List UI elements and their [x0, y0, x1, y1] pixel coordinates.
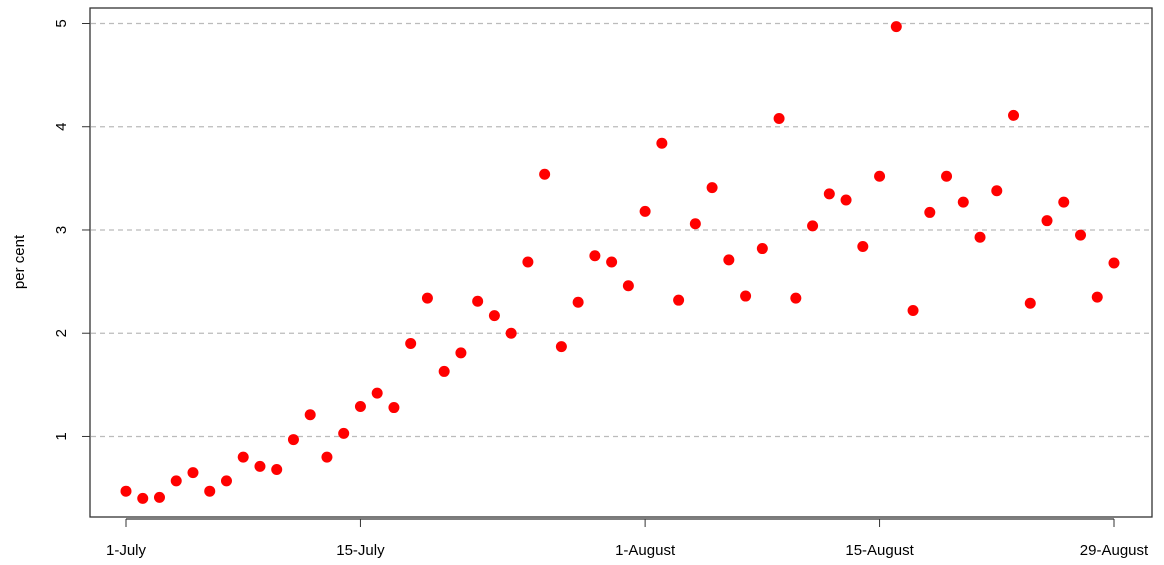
point — [1091, 291, 1103, 303]
point — [957, 196, 969, 208]
point — [840, 194, 852, 206]
point — [1041, 215, 1053, 227]
point — [539, 168, 551, 180]
x-tick-label: 29-August — [1080, 542, 1149, 559]
point — [204, 485, 216, 497]
point — [287, 434, 299, 446]
point — [472, 295, 484, 307]
point — [304, 409, 316, 421]
point — [890, 21, 902, 33]
point — [790, 292, 802, 304]
point — [622, 280, 634, 292]
y-tick-label: 2 — [53, 329, 70, 337]
x-tick-label: 1-August — [615, 542, 676, 559]
point — [338, 427, 350, 439]
point — [823, 188, 835, 200]
point — [723, 254, 735, 266]
point — [488, 310, 500, 322]
point — [807, 220, 819, 232]
point — [254, 460, 266, 472]
point — [740, 290, 752, 302]
point — [438, 365, 450, 377]
point — [220, 475, 232, 487]
point — [639, 205, 651, 217]
point — [505, 327, 517, 339]
point — [572, 296, 584, 308]
x-tick-label: 1-July — [106, 542, 147, 559]
point — [137, 492, 149, 504]
point — [455, 347, 467, 359]
point — [1058, 196, 1070, 208]
point — [706, 182, 718, 194]
point — [522, 256, 534, 268]
point — [656, 137, 668, 149]
point — [1024, 297, 1036, 309]
point — [907, 305, 919, 317]
point — [237, 451, 249, 463]
point — [405, 338, 417, 350]
point — [941, 170, 953, 182]
point — [421, 292, 433, 304]
y-tick-label: 5 — [53, 19, 70, 27]
point — [689, 218, 701, 230]
point — [974, 231, 986, 243]
point — [321, 451, 333, 463]
point — [271, 464, 283, 476]
point — [187, 467, 199, 479]
point — [589, 250, 601, 262]
y-axis-label: per cent — [11, 234, 28, 289]
point — [1008, 109, 1020, 121]
point — [991, 185, 1003, 197]
point — [1075, 229, 1087, 241]
y-tick-label: 3 — [53, 226, 70, 234]
point — [673, 294, 685, 306]
point — [354, 401, 366, 413]
x-tick-label: 15-August — [845, 542, 914, 559]
point — [924, 206, 936, 218]
point — [555, 341, 567, 353]
y-tick-label: 1 — [53, 432, 70, 440]
point — [120, 485, 132, 497]
y-tick-label: 4 — [53, 123, 70, 131]
point — [874, 170, 886, 182]
point — [170, 475, 182, 487]
point — [153, 491, 165, 503]
point — [857, 240, 869, 252]
plot-frame — [89, 7, 1153, 518]
point — [1108, 257, 1120, 269]
point — [606, 256, 618, 268]
point — [773, 112, 785, 124]
point — [388, 402, 400, 414]
point — [371, 387, 383, 399]
x-tick-label: 15-July — [336, 542, 385, 559]
point — [756, 243, 768, 255]
